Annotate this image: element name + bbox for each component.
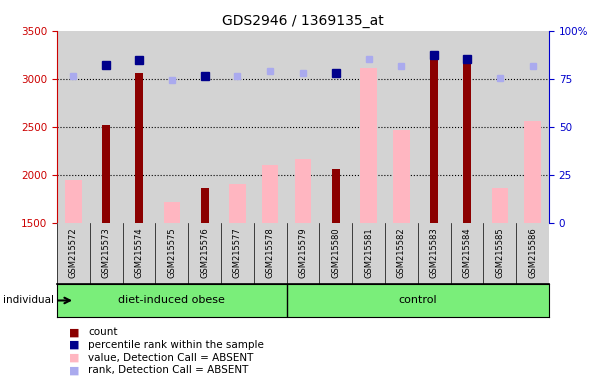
Text: GSM215579: GSM215579 bbox=[299, 228, 308, 278]
Text: ■: ■ bbox=[69, 353, 79, 362]
Bar bbox=[262, 165, 278, 223]
Text: GSM215576: GSM215576 bbox=[200, 228, 209, 278]
Text: diet-induced obese: diet-induced obese bbox=[118, 295, 225, 306]
Bar bbox=[361, 68, 377, 223]
Text: GSM215575: GSM215575 bbox=[167, 228, 176, 278]
Text: GSM215586: GSM215586 bbox=[528, 228, 537, 278]
Text: ■: ■ bbox=[69, 327, 79, 337]
Text: control: control bbox=[398, 295, 437, 306]
Text: ■: ■ bbox=[69, 340, 79, 350]
Text: value, Detection Call = ABSENT: value, Detection Call = ABSENT bbox=[88, 353, 254, 362]
Text: GSM215573: GSM215573 bbox=[102, 228, 111, 278]
Bar bbox=[491, 188, 508, 223]
Text: GSM215577: GSM215577 bbox=[233, 228, 242, 278]
Bar bbox=[524, 121, 541, 223]
Text: GSM215583: GSM215583 bbox=[430, 228, 439, 278]
Bar bbox=[393, 130, 410, 223]
Text: GSM215574: GSM215574 bbox=[134, 228, 143, 278]
Text: GSM215572: GSM215572 bbox=[69, 228, 78, 278]
Bar bbox=[65, 180, 82, 223]
Bar bbox=[135, 73, 143, 223]
Text: GSM215582: GSM215582 bbox=[397, 228, 406, 278]
Text: individual: individual bbox=[3, 295, 54, 306]
Bar bbox=[102, 125, 110, 223]
Text: rank, Detection Call = ABSENT: rank, Detection Call = ABSENT bbox=[88, 365, 248, 375]
Text: GSM215578: GSM215578 bbox=[266, 228, 275, 278]
Bar bbox=[332, 169, 340, 223]
Bar bbox=[430, 56, 438, 223]
Text: GSM215581: GSM215581 bbox=[364, 228, 373, 278]
Text: ■: ■ bbox=[69, 365, 79, 375]
Bar bbox=[463, 59, 471, 223]
Text: GSM215584: GSM215584 bbox=[463, 228, 472, 278]
Bar bbox=[200, 188, 209, 223]
Bar bbox=[295, 159, 311, 223]
Bar bbox=[164, 202, 180, 223]
Text: GSM215580: GSM215580 bbox=[331, 228, 340, 278]
Text: count: count bbox=[88, 327, 118, 337]
Bar bbox=[229, 184, 245, 223]
Text: GSM215585: GSM215585 bbox=[496, 228, 504, 278]
Title: GDS2946 / 1369135_at: GDS2946 / 1369135_at bbox=[222, 14, 384, 28]
Text: percentile rank within the sample: percentile rank within the sample bbox=[88, 340, 264, 350]
